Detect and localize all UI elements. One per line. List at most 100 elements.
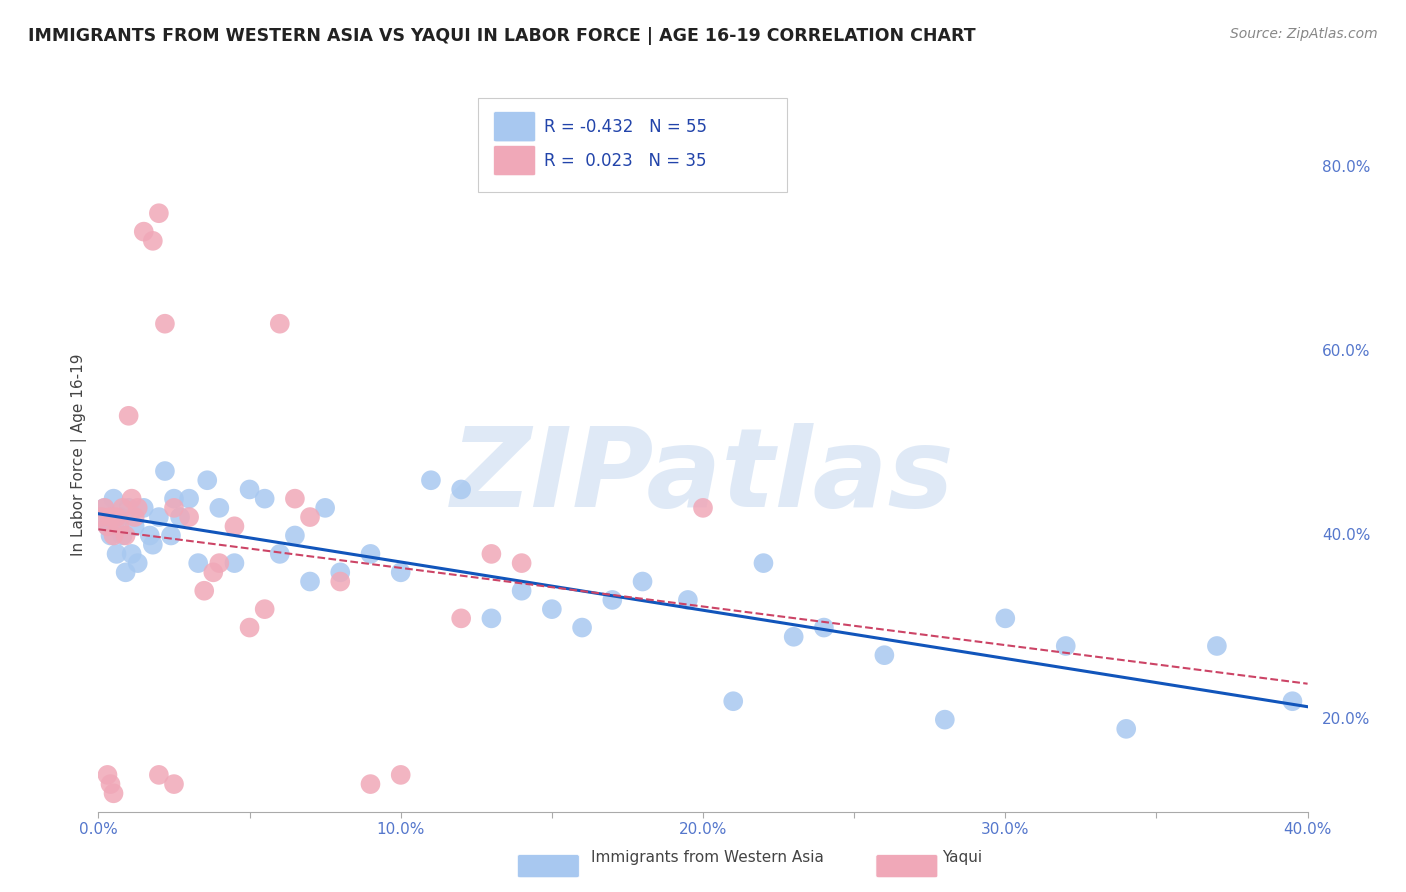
Point xyxy=(314,500,336,515)
Point xyxy=(602,593,624,607)
Point xyxy=(132,225,155,239)
Point xyxy=(121,547,143,561)
Point xyxy=(873,648,896,663)
Point xyxy=(284,491,307,506)
Point xyxy=(142,538,165,552)
Point xyxy=(1206,639,1229,653)
Point xyxy=(124,510,146,524)
Point xyxy=(299,510,322,524)
Point xyxy=(153,464,176,478)
Point xyxy=(148,768,170,782)
Point xyxy=(108,519,131,533)
Point xyxy=(153,317,176,331)
Text: Yaqui: Yaqui xyxy=(942,850,983,865)
Point xyxy=(114,566,136,580)
Point xyxy=(118,409,141,423)
Point xyxy=(208,500,231,515)
Point xyxy=(163,777,186,791)
Point xyxy=(481,611,503,625)
Point xyxy=(127,556,149,570)
Point xyxy=(121,491,143,506)
Point xyxy=(177,491,201,506)
Point xyxy=(100,510,122,524)
Point xyxy=(239,483,262,497)
Text: 80.0%: 80.0% xyxy=(1322,160,1371,175)
Point xyxy=(103,528,125,542)
Point xyxy=(253,491,276,506)
Point xyxy=(450,483,472,497)
Text: Source: ZipAtlas.com: Source: ZipAtlas.com xyxy=(1230,27,1378,41)
Point xyxy=(114,528,136,542)
Point xyxy=(163,500,186,515)
Point xyxy=(450,611,472,625)
Point xyxy=(782,630,804,644)
Point xyxy=(108,510,131,524)
Point xyxy=(631,574,654,589)
Point xyxy=(752,556,775,570)
Point xyxy=(90,510,112,524)
Point xyxy=(269,547,291,561)
Point xyxy=(163,491,186,506)
Point xyxy=(994,611,1017,625)
Point xyxy=(721,694,744,708)
Point xyxy=(132,500,155,515)
Point xyxy=(148,206,170,220)
Point xyxy=(329,574,352,589)
Y-axis label: In Labor Force | Age 16-19: In Labor Force | Age 16-19 xyxy=(72,353,87,557)
Point xyxy=(124,519,146,533)
Point xyxy=(419,473,441,487)
Point xyxy=(299,574,322,589)
Point xyxy=(96,519,118,533)
Text: Immigrants from Western Asia: Immigrants from Western Asia xyxy=(591,850,824,865)
Point xyxy=(177,510,201,524)
Point xyxy=(160,528,183,542)
Point xyxy=(692,500,714,515)
Point xyxy=(93,500,115,515)
Point xyxy=(269,317,291,331)
Point xyxy=(224,556,246,570)
Point xyxy=(118,500,141,515)
Point xyxy=(105,547,128,561)
Text: 40.0%: 40.0% xyxy=(1322,528,1371,543)
Point xyxy=(224,519,246,533)
Point xyxy=(360,547,382,561)
Point xyxy=(93,500,115,515)
Point xyxy=(100,528,122,542)
Point xyxy=(187,556,209,570)
Point xyxy=(934,713,956,727)
Point xyxy=(90,510,112,524)
Point xyxy=(105,510,128,524)
Point xyxy=(96,768,118,782)
Point xyxy=(389,566,412,580)
Point xyxy=(96,519,118,533)
Point xyxy=(1054,639,1077,653)
Point xyxy=(481,547,503,561)
Point xyxy=(208,556,231,570)
Point xyxy=(193,583,215,598)
Point xyxy=(389,768,412,782)
Point xyxy=(360,777,382,791)
Point xyxy=(148,510,170,524)
Text: 60.0%: 60.0% xyxy=(1322,343,1371,359)
Point xyxy=(540,602,562,616)
Point xyxy=(100,777,122,791)
Point xyxy=(329,566,352,580)
Text: 20.0%: 20.0% xyxy=(1322,712,1371,727)
Point xyxy=(1115,722,1137,736)
Text: R = -0.432   N = 55: R = -0.432 N = 55 xyxy=(544,118,707,136)
Point xyxy=(813,621,835,635)
Point xyxy=(195,473,218,487)
Point xyxy=(111,528,134,542)
Point xyxy=(239,621,262,635)
Point xyxy=(103,786,125,800)
Text: ZIPatlas: ZIPatlas xyxy=(451,423,955,530)
Point xyxy=(284,528,307,542)
Point xyxy=(510,556,533,570)
Point xyxy=(169,510,191,524)
Point xyxy=(1281,694,1303,708)
Point xyxy=(127,500,149,515)
Text: R =  0.023   N = 35: R = 0.023 N = 35 xyxy=(544,152,707,169)
Point xyxy=(253,602,276,616)
Text: IMMIGRANTS FROM WESTERN ASIA VS YAQUI IN LABOR FORCE | AGE 16-19 CORRELATION CHA: IMMIGRANTS FROM WESTERN ASIA VS YAQUI IN… xyxy=(28,27,976,45)
Point xyxy=(510,583,533,598)
